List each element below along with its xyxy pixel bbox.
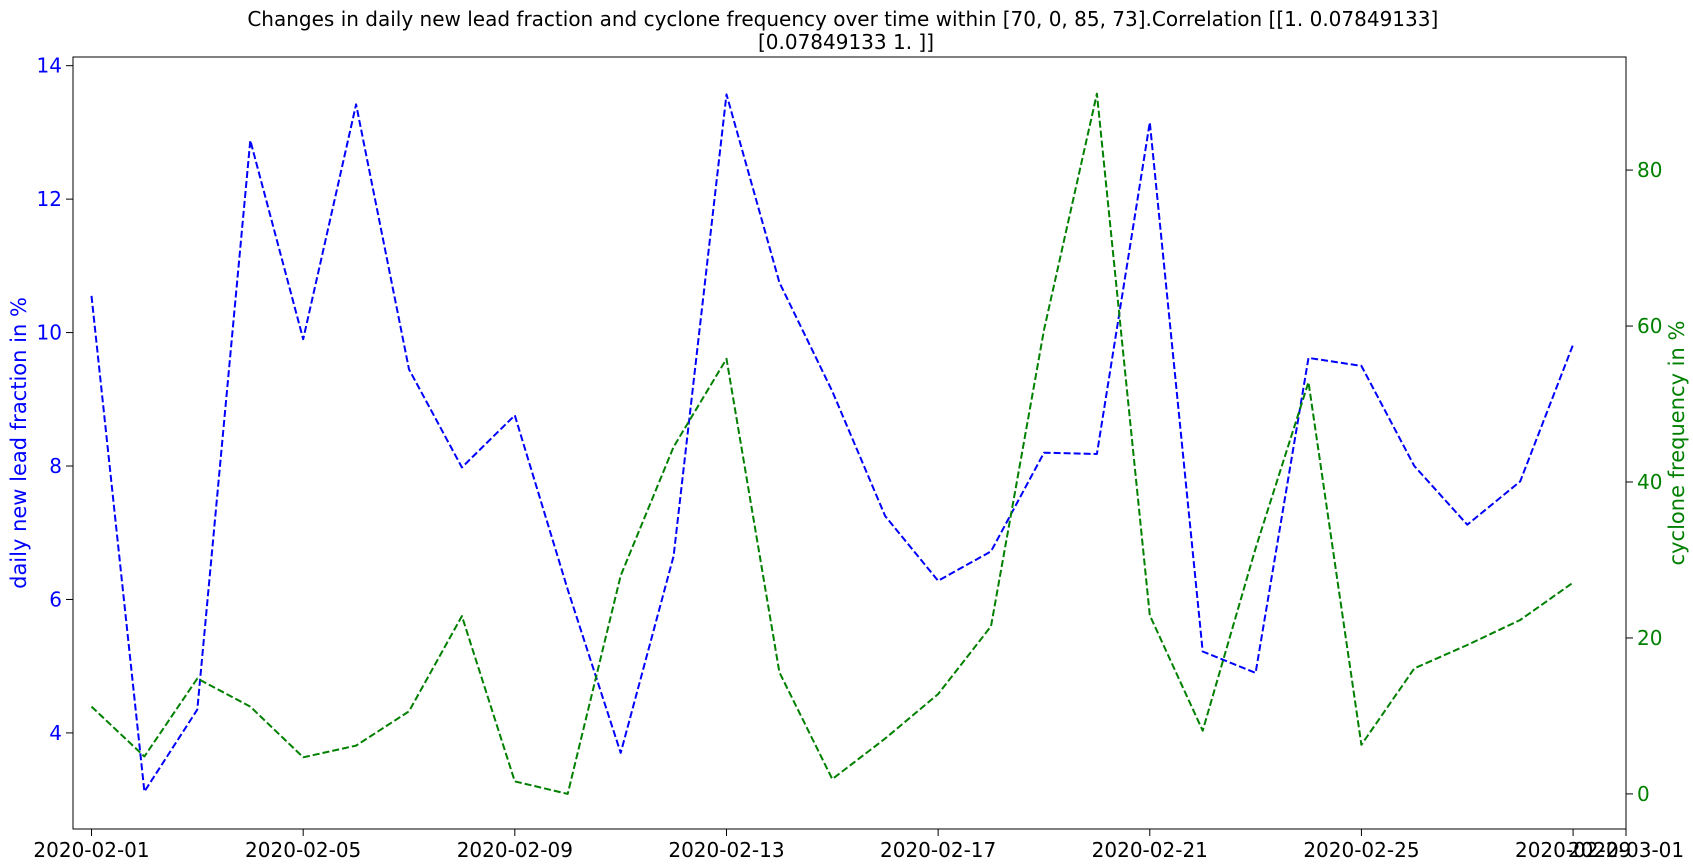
left-y-tick-label: 12 xyxy=(37,187,62,211)
right-y-axis: 0 20 40 60 80 xyxy=(1626,158,1662,806)
left-y-axis-label: daily new lead fraction in % xyxy=(7,297,31,589)
x-tick-label: 2020-02-25 xyxy=(1303,838,1419,862)
right-y-tick-label: 60 xyxy=(1637,314,1662,338)
plot-frame xyxy=(72,56,1627,830)
right-y-axis-label: cyclone frequency in % xyxy=(1665,321,1689,566)
x-tick-label: 2020-02-01 xyxy=(33,838,149,862)
right-y-tick-label: 80 xyxy=(1637,158,1662,182)
left-y-tick-label: 10 xyxy=(37,321,62,345)
x-tick-label: 2020-02-09 xyxy=(457,838,573,862)
x-tick-label: 2020-02-05 xyxy=(245,838,361,862)
right-y-tick-label: 40 xyxy=(1637,470,1662,494)
left-y-tick-label: 14 xyxy=(37,54,62,78)
x-tick-label: 2020-02-13 xyxy=(668,838,784,862)
chart-title-line-1: Changes in daily new lead fraction and c… xyxy=(247,7,1438,31)
left-y-tick-label: 4 xyxy=(49,721,62,745)
chart-title-line-2: [0.07849133 1. ]] xyxy=(758,30,934,54)
left-y-tick-label: 6 xyxy=(49,587,62,611)
right-y-tick-label: 20 xyxy=(1637,626,1662,650)
x-tick-label: 2020-02-17 xyxy=(880,838,996,862)
left-y-axis: 4 6 8 10 12 14 xyxy=(37,54,73,745)
chart-title: Changes in daily new lead fraction and c… xyxy=(247,7,1444,54)
series-layer xyxy=(90,92,1575,795)
x-tick-label: 2020-03-01 xyxy=(1568,838,1684,862)
x-axis: 2020-02-01 2020-02-05 2020-02-09 2020-02-13… xyxy=(33,829,1684,862)
x-tick-label: 2020-02-21 xyxy=(1092,838,1208,862)
right-y-tick-label: 0 xyxy=(1637,782,1650,806)
lead-fraction-series-line xyxy=(90,93,1575,793)
x-tick-label: 2020-02-29 xyxy=(1515,838,1631,862)
cyclone-frequency-series-line xyxy=(90,92,1574,795)
left-y-tick-label: 8 xyxy=(49,454,62,478)
